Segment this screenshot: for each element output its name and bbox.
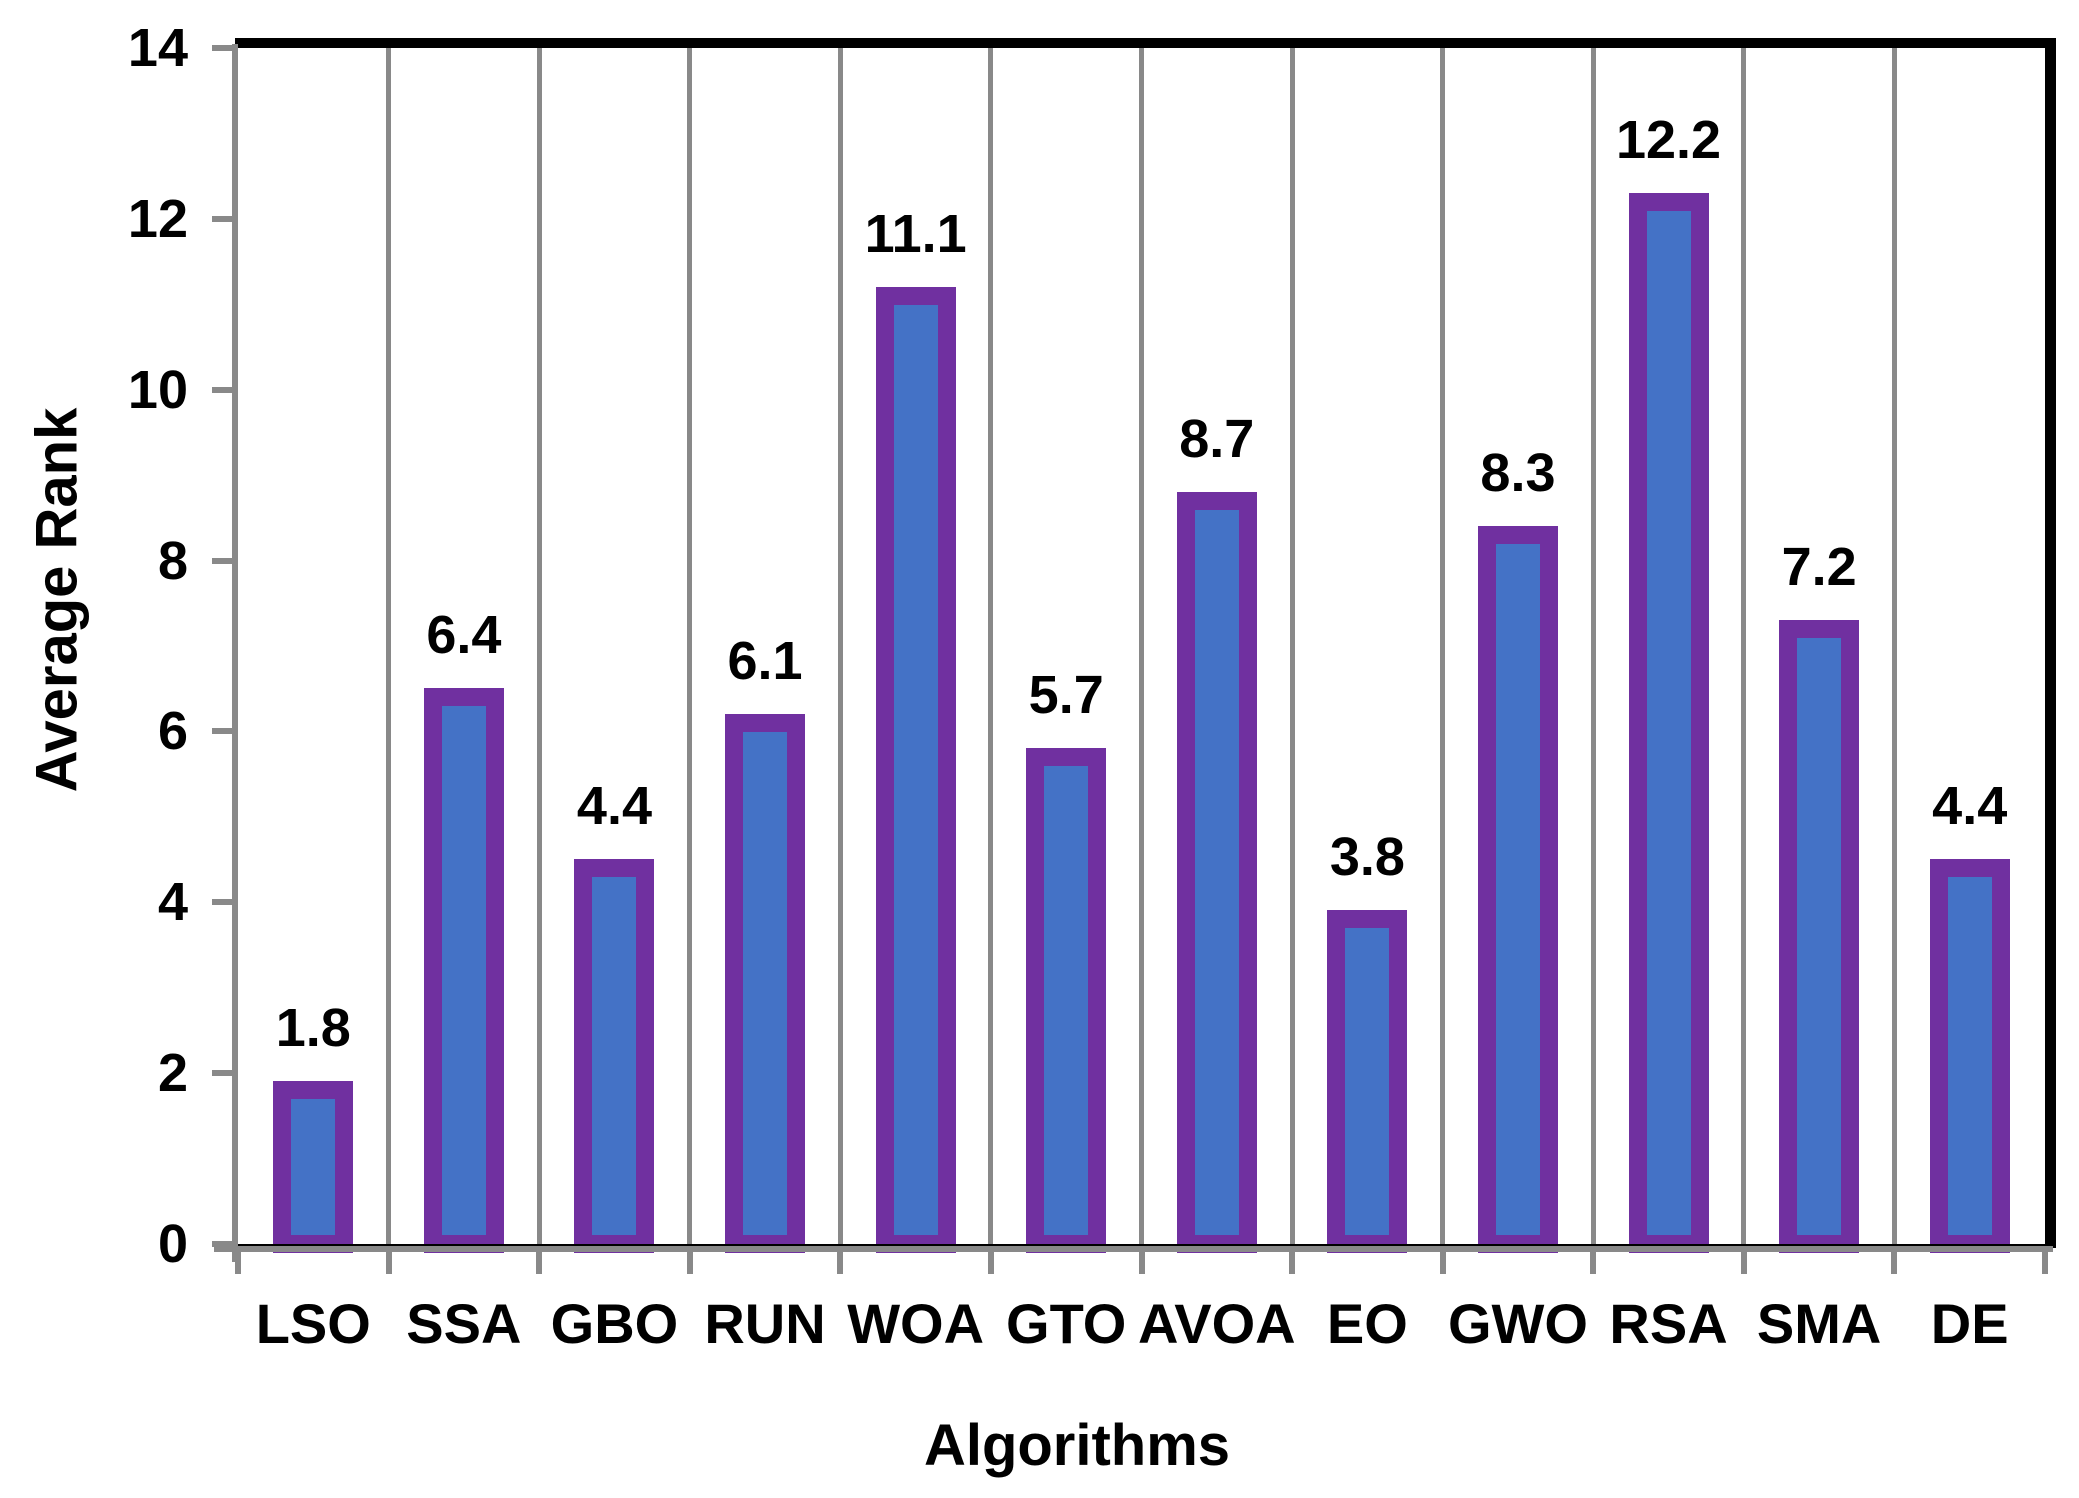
y-tick-mark — [212, 386, 238, 393]
bar-DE — [1929, 859, 2010, 1253]
x-category-label: RUN — [704, 1292, 826, 1355]
gridline — [837, 48, 843, 1244]
bar-value-label: 6.4 — [426, 605, 502, 666]
gridline — [1741, 48, 1747, 1244]
x-category-label: RSA — [1609, 1292, 1728, 1355]
bar-WOA — [875, 286, 956, 1253]
x-category-label: EO — [1326, 1292, 1408, 1355]
gridline — [1139, 48, 1144, 1244]
x-tick-mark — [385, 1246, 392, 1274]
bar-value-label: 6.1 — [727, 630, 803, 691]
gridline — [687, 48, 693, 1244]
y-tick-label: 8 — [157, 530, 188, 591]
bar-value-label: 8.3 — [1480, 442, 1556, 503]
x-axis-line — [214, 1246, 2053, 1252]
bar-LSO — [273, 1081, 354, 1253]
x-tick-mark — [1590, 1246, 1597, 1274]
x-tick-mark — [1289, 1246, 1296, 1274]
y-tick-mark — [212, 1070, 238, 1077]
bar-value-label: 12.2 — [1615, 109, 1722, 170]
bar-GWO — [1477, 525, 1558, 1253]
bar-GBO — [574, 859, 655, 1253]
x-category-label: GTO — [1006, 1292, 1127, 1355]
bar-GTO — [1026, 748, 1107, 1253]
y-tick-mark — [212, 899, 238, 906]
x-tick-mark — [2042, 1246, 2048, 1274]
x-tick-mark — [235, 1246, 241, 1274]
x-category-label: WOA — [847, 1292, 985, 1355]
bar-value-label: 11.1 — [864, 203, 967, 264]
y-tick-mark — [212, 215, 238, 222]
y-tick-mark — [212, 45, 238, 51]
bar-RUN — [725, 713, 806, 1253]
gridline — [1289, 48, 1295, 1244]
gridline — [536, 48, 542, 1244]
bar-value-label: 3.8 — [1329, 827, 1405, 888]
x-tick-mark — [1740, 1246, 1747, 1274]
x-category-label: LSO — [255, 1292, 371, 1355]
bar-RSA — [1628, 192, 1709, 1253]
bar-value-label: 4.4 — [576, 776, 652, 837]
x-axis-title: Algorithms — [923, 1413, 1231, 1478]
y-axis-line — [232, 44, 238, 1262]
bar-value-label: 5.7 — [1028, 665, 1104, 726]
x-tick-mark — [686, 1246, 693, 1274]
y-tick-label: 2 — [157, 1043, 188, 1104]
x-tick-mark — [987, 1246, 994, 1274]
bar-value-label: 1.8 — [275, 998, 351, 1059]
gridline — [386, 48, 392, 1244]
bar-EO — [1327, 910, 1408, 1253]
x-category-label: DE — [1930, 1292, 2009, 1355]
bar-SSA — [423, 688, 504, 1253]
x-tick-mark — [1138, 1246, 1145, 1274]
y-tick-label: 0 — [157, 1214, 188, 1274]
x-category-label: GBO — [550, 1292, 679, 1355]
x-category-label: GWO — [1447, 1292, 1588, 1355]
y-tick-mark — [212, 1241, 238, 1247]
y-tick-mark — [212, 728, 238, 735]
x-category-label: SSA — [406, 1292, 522, 1355]
x-tick-mark — [1439, 1246, 1446, 1274]
gridline — [1891, 48, 1897, 1244]
bar-AVOA — [1176, 491, 1257, 1253]
y-tick-label: 12 — [127, 188, 188, 249]
bar-value-label: 7.2 — [1781, 536, 1857, 597]
x-category-label: AVOA — [1137, 1292, 1296, 1355]
gridline — [988, 48, 994, 1244]
x-category-label: SMA — [1756, 1292, 1882, 1355]
bar-value-label: 8.7 — [1179, 408, 1255, 469]
x-tick-mark — [1891, 1246, 1898, 1274]
x-tick-mark — [837, 1246, 844, 1274]
y-tick-mark — [212, 557, 238, 564]
gridline — [1590, 48, 1596, 1244]
bar-value-label: 4.4 — [1932, 776, 2008, 837]
bar-SMA — [1779, 619, 1860, 1253]
x-tick-mark — [536, 1246, 543, 1274]
y-tick-label: 10 — [127, 359, 188, 420]
y-tick-label: 14 — [127, 18, 188, 78]
y-tick-label: 6 — [157, 701, 188, 762]
y-tick-label: 4 — [157, 872, 188, 933]
gridline — [1440, 48, 1446, 1244]
